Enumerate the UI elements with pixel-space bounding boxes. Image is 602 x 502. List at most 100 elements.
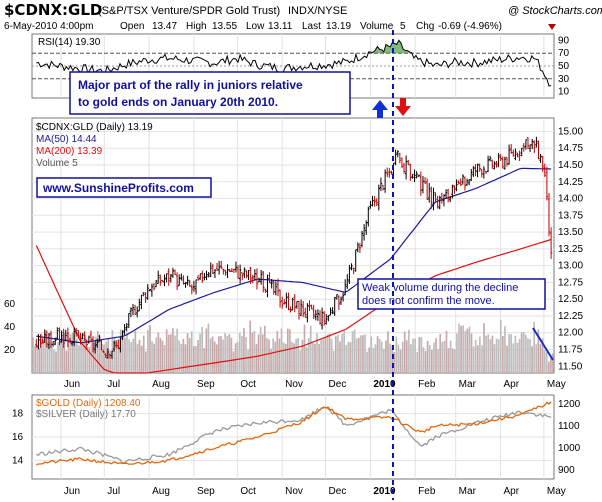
volume-bar <box>483 323 485 373</box>
y-tick-label: 15.00 <box>558 126 583 137</box>
rsi-layer <box>36 39 552 87</box>
volume-bar <box>94 336 97 373</box>
x-tick-label: Feb <box>418 486 436 497</box>
volume-bar <box>382 348 385 373</box>
volume-bar <box>213 341 216 373</box>
volume-tick-label: 60 <box>4 299 16 310</box>
volume-bar <box>220 336 222 373</box>
volume-bar <box>537 329 540 373</box>
volume-bar <box>201 326 204 373</box>
volume-bar <box>101 344 103 373</box>
x-tick-label: Apr <box>503 379 519 390</box>
y-tick-label: 14.50 <box>558 160 583 171</box>
volume-bar <box>474 339 477 373</box>
volume-bar <box>504 326 506 373</box>
y-tick-label: 14.25 <box>558 177 583 188</box>
volume-bar <box>251 332 254 373</box>
volume-bar <box>435 338 437 373</box>
volume-bar <box>479 336 481 373</box>
volume-bar <box>144 351 147 373</box>
volume-bar <box>522 332 525 373</box>
volume-bar <box>405 340 408 373</box>
blue-up-arrow-icon <box>372 100 388 118</box>
legend-ma200: MA(200) 13.39 <box>36 146 103 157</box>
volume-bar <box>533 321 535 373</box>
x-tick-label: Dec <box>329 379 347 390</box>
volume-bar <box>115 341 118 373</box>
rsi-tick-label: 30 <box>558 74 570 85</box>
volume-bar <box>182 338 185 373</box>
volume-bar <box>147 330 149 373</box>
volume-bar <box>48 342 51 373</box>
x-tick-label: Aug <box>152 379 170 390</box>
volume-bar <box>472 346 475 373</box>
volume-bar <box>126 332 128 373</box>
volume-bar <box>330 339 333 373</box>
volume-bar <box>134 330 137 373</box>
volume-bar <box>334 336 337 373</box>
volume-bar <box>34 345 36 373</box>
volume-bar <box>414 338 416 373</box>
volume-bar <box>495 338 498 373</box>
volume-bar <box>266 338 268 373</box>
volume-bar <box>466 328 469 373</box>
volume-bar <box>451 348 454 373</box>
volume-bar <box>278 338 281 373</box>
volume-bar <box>272 338 274 373</box>
chg-label: Chg <box>416 21 434 32</box>
volume-bar <box>368 347 371 373</box>
x-tick-label: Feb <box>418 379 436 390</box>
volume-bar <box>238 332 241 373</box>
volume-bar <box>109 350 112 373</box>
volume-bar <box>508 334 510 373</box>
volume-bar <box>284 343 287 373</box>
volume-bar <box>157 332 160 373</box>
ma200-line <box>35 238 552 374</box>
volume-bar <box>378 338 381 373</box>
volume-bar <box>51 346 53 373</box>
volume-bar <box>303 324 306 373</box>
y-tick-label: 14.00 <box>558 194 583 205</box>
volume-bar <box>485 335 487 373</box>
volume-bar <box>499 320 502 373</box>
volume-bar <box>418 337 421 373</box>
volume-bar <box>416 351 419 373</box>
volume-bar <box>370 336 373 373</box>
tick-labels: Jun Jun Jul Jul Aug Aug Sep Sep Oct Oct Nov Nov Dec D… <box>4 35 583 497</box>
volume-bar <box>362 335 364 373</box>
volume-bar <box>40 333 43 373</box>
volume-bar <box>69 334 72 373</box>
volume-bar <box>531 346 533 373</box>
volume-bar <box>408 329 410 373</box>
volume-bar <box>345 345 348 373</box>
volume-bar <box>136 343 139 373</box>
volume-bar <box>307 337 310 373</box>
volume-bar <box>245 337 247 373</box>
volume-bars <box>32 320 554 373</box>
volume-bar <box>99 335 101 373</box>
volume-bar <box>61 335 64 373</box>
volume-bar <box>426 340 429 373</box>
x-tick-label: Aug <box>152 486 170 497</box>
volume-bar <box>468 326 471 373</box>
volume-bar <box>149 325 151 373</box>
volume-bar <box>138 339 141 373</box>
volume-bar <box>197 340 199 373</box>
x-tick-label: Nov <box>285 486 303 497</box>
volume-bar <box>128 339 130 373</box>
volume-bar <box>257 334 260 373</box>
y-tick-label: 12.00 <box>558 328 583 339</box>
x-tick-label: Jul <box>107 379 120 390</box>
volume-bar <box>360 335 362 373</box>
x-tick-label: Dec <box>329 486 347 497</box>
volume-bar <box>226 335 229 373</box>
y-tick-label: 13.00 <box>558 261 583 272</box>
volume-bar <box>545 351 548 373</box>
volume-bar <box>487 334 490 373</box>
volume-bar <box>155 337 158 373</box>
gold-line <box>36 401 552 466</box>
volume-bar <box>445 330 448 373</box>
x-tick-label: Jun <box>64 486 80 497</box>
volume-bar <box>295 338 297 373</box>
volume-bar <box>305 346 308 373</box>
